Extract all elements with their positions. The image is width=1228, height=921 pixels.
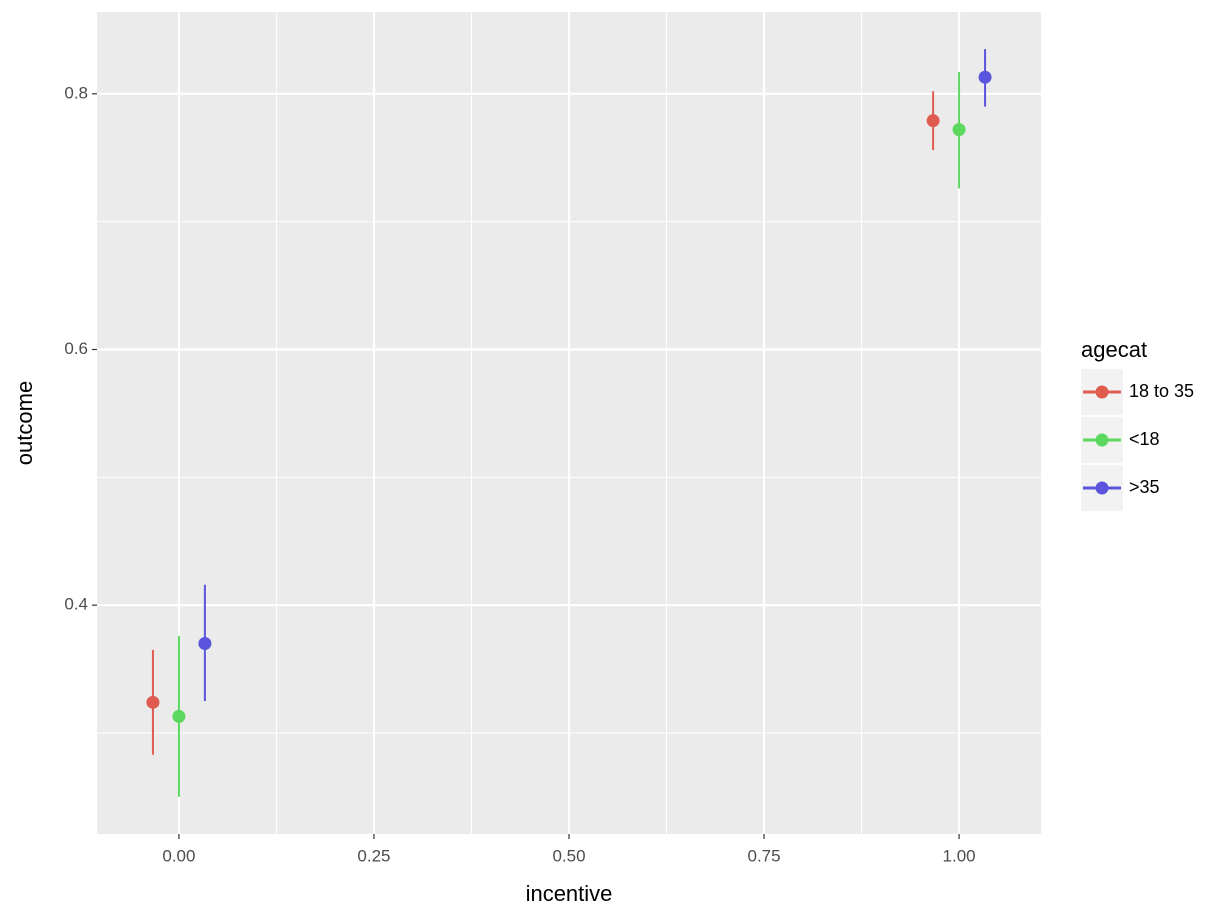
legend-label: 18 to 35 (1129, 381, 1194, 401)
x-axis-title: incentive (526, 881, 613, 906)
point (978, 70, 992, 84)
legend-key-point (1095, 481, 1109, 495)
point (198, 637, 212, 651)
x-tick-label: 1.00 (943, 846, 976, 865)
legend-title: agecat (1081, 337, 1147, 362)
legend-label: <18 (1129, 429, 1160, 449)
legend-label: >35 (1129, 477, 1160, 497)
point (926, 114, 940, 128)
y-tick-label: 0.4 (64, 595, 88, 614)
point (146, 695, 160, 709)
x-tick-label: 0.75 (747, 846, 780, 865)
x-tick-label: 0.25 (357, 846, 390, 865)
legend-key-point (1095, 433, 1109, 447)
y-tick-label: 0.6 (64, 339, 88, 358)
x-tick-label: 0.00 (162, 846, 195, 865)
x-tick-label: 0.50 (552, 846, 585, 865)
y-axis-title: outcome (12, 381, 37, 465)
point (952, 123, 966, 137)
y-tick-label: 0.8 (64, 83, 88, 102)
legend-key-point (1095, 385, 1109, 399)
point (172, 709, 186, 723)
